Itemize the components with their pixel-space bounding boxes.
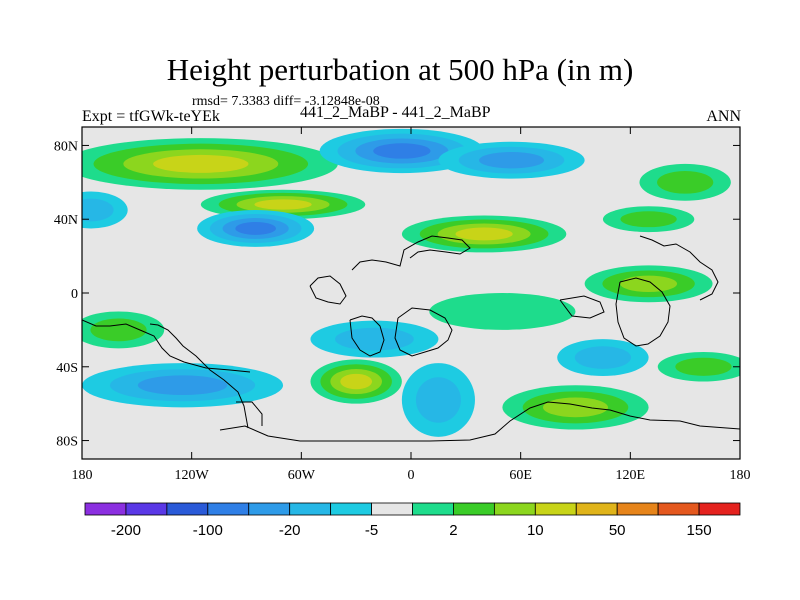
colorbar-swatch [248, 502, 291, 516]
colorbar-label: 2 [449, 522, 457, 539]
colorbar-swatch [84, 502, 127, 516]
field-feature [639, 163, 731, 201]
field-feature [82, 363, 284, 408]
contour-band [335, 327, 414, 351]
x-tick-label: 180 [72, 468, 93, 483]
contour-band [657, 170, 714, 194]
colorbar: -200 -100 -20 -5 2 10 50 150 [84, 502, 741, 539]
x-tick-label: 120W [175, 468, 210, 483]
field-feature [584, 265, 713, 303]
coast-pacific-rim [82, 319, 251, 373]
colorbar-swatch [207, 502, 250, 516]
field-feature [602, 206, 695, 233]
experiment-label: Expt = tfGWk-teYEk [82, 108, 220, 125]
colorbar-swatch [657, 502, 700, 516]
field-feature [429, 293, 576, 330]
coast-australia [615, 277, 671, 347]
colorbar-swatch [575, 502, 618, 516]
case-label: 441_2_MaBP - 441_2_MaBP [300, 104, 491, 121]
colorbar-swatch [125, 502, 168, 516]
field-feature [310, 359, 402, 404]
y-tick-label: 0 [71, 287, 78, 302]
contour-band [153, 154, 249, 173]
contour-band [574, 346, 632, 369]
contour-band [90, 318, 147, 342]
colorbar-label: -200 [111, 522, 141, 539]
coast-north-america [309, 275, 347, 305]
colorbar-swatch [453, 502, 495, 516]
chart-title: Height perturbation at 500 hPa (in m) [166, 52, 634, 87]
coast-mid-south [349, 315, 385, 357]
field-feature [82, 138, 338, 190]
contour-band [82, 198, 114, 222]
field-feature [82, 311, 165, 349]
coast-africa [394, 307, 453, 357]
colorbar-label: 50 [609, 522, 626, 539]
coast-antarctica [219, 401, 740, 442]
colorbar-label: -5 [365, 522, 378, 539]
contour-band [137, 375, 228, 396]
coast-asia-east [639, 235, 719, 301]
colorbar-swatch [330, 502, 372, 516]
colorbar-swatch [412, 502, 454, 516]
y-tick-label: 40S [56, 361, 78, 376]
y-tick-label: 40N [54, 213, 78, 228]
coast-arctic [236, 401, 263, 426]
contour-band [373, 143, 431, 159]
contour-band [415, 377, 461, 423]
coastline [82, 235, 740, 442]
colorbar-label: 150 [687, 522, 712, 539]
axes: 180 120W 60W 0 60E 120E 180 80N 40N 0 40S 80S [54, 127, 751, 483]
contour-band [620, 275, 678, 292]
x-tick-label: 180 [730, 468, 751, 483]
stats-line: rmsd= 7.3383 diff= -3.12848e-08 [192, 94, 380, 109]
contour-band [455, 227, 513, 241]
contour-band [543, 397, 608, 418]
contour-band [479, 152, 545, 169]
coast-indonesia [559, 295, 605, 319]
colorbar-swatch [289, 502, 332, 516]
x-tick-label: 60E [509, 468, 532, 483]
season-label: ANN [706, 108, 741, 125]
colorbar-label: -100 [193, 522, 223, 539]
field-feature [657, 352, 740, 382]
contour-band [254, 199, 312, 210]
x-tick-label: 0 [408, 468, 415, 483]
colorbar-swatch [616, 502, 659, 516]
field-feature [310, 320, 439, 358]
y-tick-label: 80N [54, 139, 78, 154]
x-tick-label: 60W [288, 468, 316, 483]
contour-band [235, 222, 276, 235]
field-feature [557, 339, 649, 376]
colorbar-swatch [493, 502, 536, 516]
field-feature [82, 191, 128, 229]
colorbar-swatch [166, 502, 209, 516]
contour-band [340, 373, 373, 390]
contour-field [82, 128, 740, 437]
contour-band [429, 293, 576, 330]
contour-band [620, 211, 677, 228]
colorbar-label: 10 [527, 522, 544, 539]
x-tick-label: 120E [616, 468, 646, 483]
field-feature [401, 215, 567, 253]
colorbar-label: -20 [279, 522, 301, 539]
field-feature [401, 363, 475, 437]
field-feature [502, 385, 649, 430]
y-tick-label: 80S [56, 435, 78, 450]
coast-south-america [149, 323, 249, 429]
colorbar-swatch [698, 502, 741, 516]
field-feature [197, 210, 315, 247]
colorbar-swatch [371, 502, 413, 516]
colorbar-swatch [534, 502, 577, 516]
contour-band [675, 357, 732, 376]
coast-europe [351, 235, 471, 271]
field-feature [438, 141, 585, 179]
